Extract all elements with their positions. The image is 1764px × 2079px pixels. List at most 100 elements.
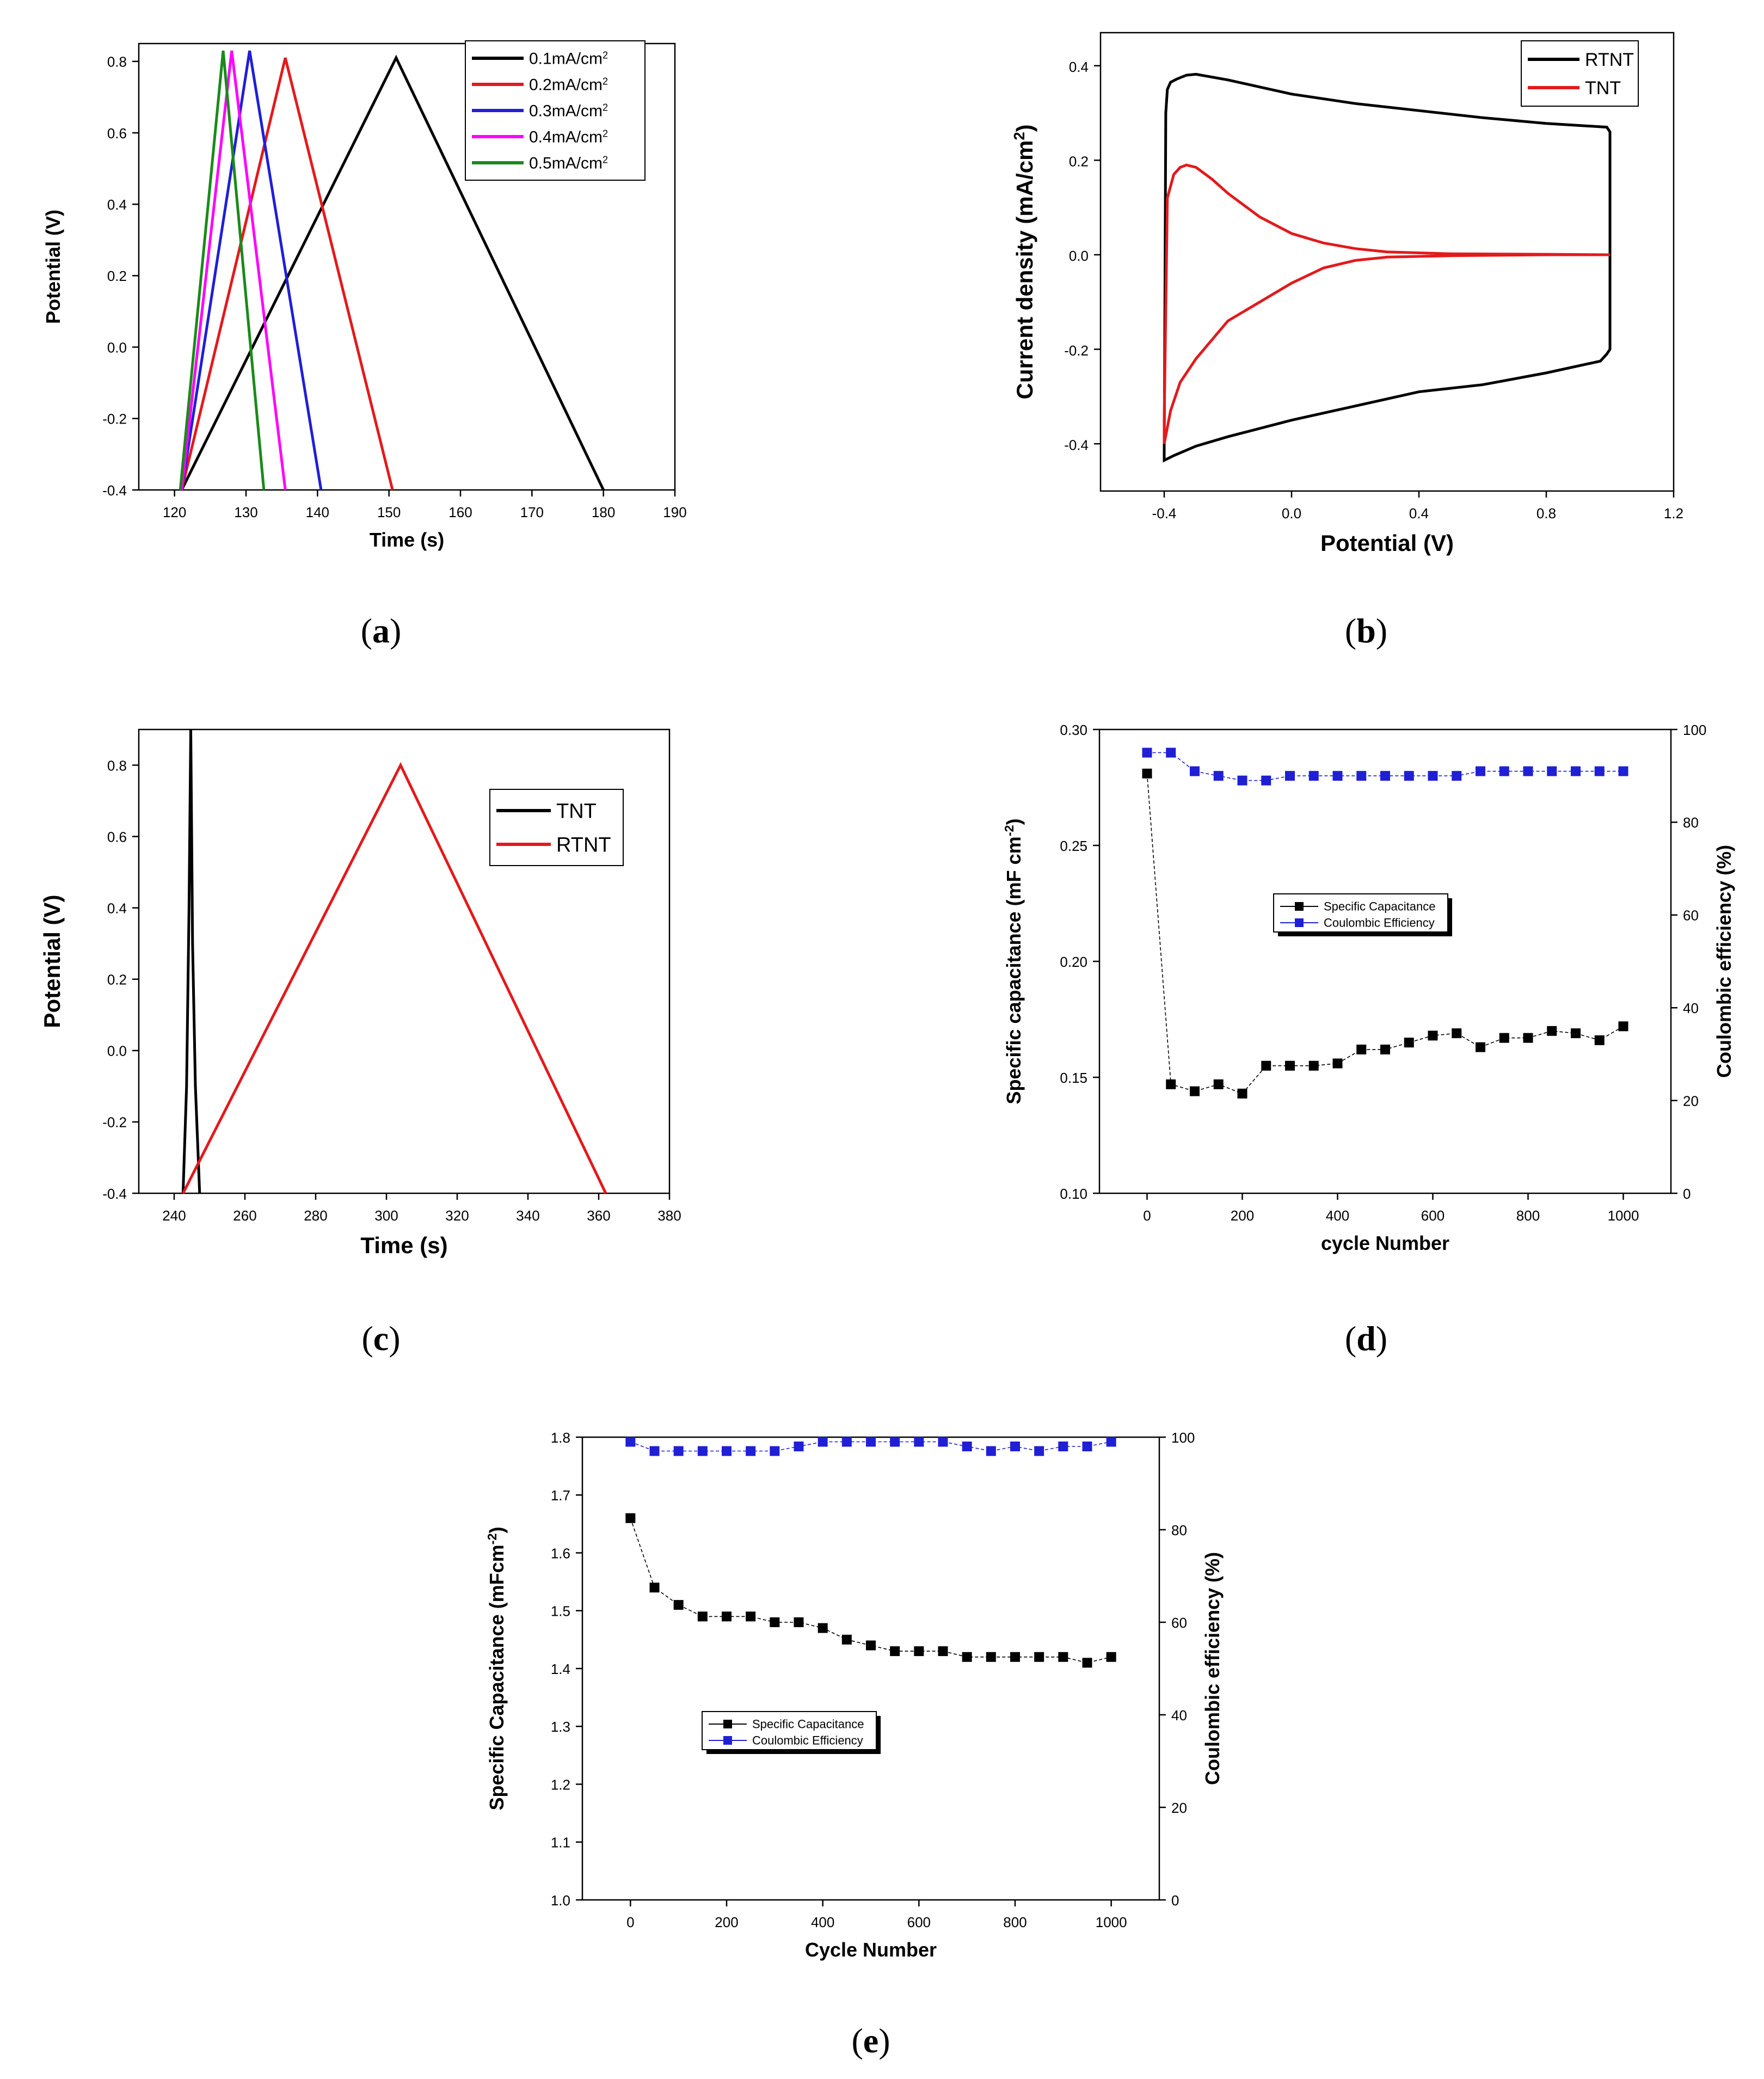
y-axis-title: Potential (V) [39, 894, 65, 1028]
data-point-marker [722, 1611, 732, 1622]
data-point-marker [1082, 1658, 1092, 1668]
plot-frame [1098, 728, 1672, 1194]
data-point-marker [746, 1611, 756, 1622]
y-axis-title-sup: 2 [1011, 132, 1028, 140]
legend-label-text: 0.1mA/cm [529, 50, 603, 68]
legend-label: RTNT [1585, 50, 1634, 70]
x-axis-title: Cycle Number [805, 1939, 937, 1961]
data-point-marker [1618, 766, 1628, 776]
x-tick-label: 180 [592, 504, 615, 520]
x-tick-label: 1000 [1096, 1914, 1127, 1930]
y-axis-title-main: Specific Capacitance (mFcm [485, 1544, 508, 1810]
legend-box [489, 789, 624, 866]
y2-axis-title: Coulombic efficiency (%) [1201, 1552, 1224, 1785]
y-tick-label: 1.6 [551, 1545, 570, 1561]
series-line [1163, 163, 1611, 444]
data-point-marker [1237, 1088, 1247, 1099]
data-point-marker [1106, 1437, 1116, 1447]
caption-paren-close: ) [389, 1319, 400, 1358]
legend-label-text: Coulombic Efficiency [1324, 916, 1435, 930]
x-tick-label: 260 [233, 1207, 256, 1224]
x-axis-title: Potential (V) [1320, 530, 1454, 556]
legend-label-text: 0.3mA/cm [529, 102, 603, 120]
data-point-marker [722, 1446, 732, 1456]
x-tick-label: 120 [163, 504, 186, 520]
panel-caption: (e) [851, 2021, 890, 2060]
legend-label-sup: 2 [603, 128, 608, 139]
legend-label-text: Specific Capacitance [1324, 900, 1435, 913]
y-tick-label: 1.5 [551, 1603, 570, 1620]
data-point-marker [914, 1646, 924, 1657]
legend-label-text: 0.5mA/cm [529, 155, 603, 173]
y-axis-title: Potential (V) [42, 210, 64, 324]
caption-letter: d [1356, 1319, 1376, 1358]
x-tick-label: 1.2 [1664, 505, 1683, 522]
data-point-marker [625, 1437, 636, 1447]
x-tick-label: -0.4 [1152, 505, 1177, 522]
y-axis-title-end: ) [485, 1527, 508, 1534]
legend-label: Specific Capacitance [752, 1718, 864, 1731]
data-point-marker [1547, 1026, 1557, 1036]
panel-caption: (a) [361, 611, 402, 650]
y-tick-label: 0.0 [107, 339, 127, 355]
data-point-marker [1034, 1446, 1044, 1456]
x-tick-label: 200 [1231, 1207, 1254, 1224]
y-tick-label: 0.6 [107, 125, 127, 142]
y-axis-title-main: Current density (mA/cm [1012, 140, 1037, 400]
y2-tick-label: 100 [1171, 1430, 1195, 1446]
data-point-marker [1058, 1442, 1068, 1451]
data-point-marker [770, 1446, 780, 1456]
y-axis-title-sup: -2 [485, 1534, 499, 1545]
y-tick-label: 0.25 [1060, 838, 1087, 854]
y-tick-label: 0.2 [107, 972, 127, 988]
y-tick-label: -0.2 [102, 411, 127, 427]
legend-label: 0.3mA/cm2 [529, 102, 608, 120]
caption-paren-close: ) [1376, 1319, 1387, 1358]
y-tick-label: 0.6 [107, 829, 127, 845]
caption-letter: c [373, 1319, 389, 1358]
data-point-marker [962, 1652, 972, 1662]
data-point-marker [1452, 1028, 1462, 1039]
x-tick-label: 0.4 [1409, 505, 1429, 522]
data-point-marker [794, 1442, 804, 1451]
data-point-marker [1428, 771, 1438, 781]
y-tick-label: 0.0 [1069, 248, 1089, 264]
series-line-capacitance [630, 1518, 1111, 1664]
x-tick-label: 800 [1003, 1914, 1027, 1930]
y2-tick-label: 60 [1683, 907, 1699, 924]
y-tick-label: 1.0 [551, 1892, 570, 1909]
y2-tick-label: 20 [1683, 1093, 1699, 1109]
legend-box [1521, 40, 1639, 107]
x-tick-label: 400 [811, 1914, 834, 1930]
data-point-marker [1285, 1060, 1295, 1071]
caption-paren-open: ( [851, 2021, 863, 2060]
data-point-marker [697, 1611, 708, 1622]
data-point-marker [1356, 1044, 1367, 1054]
caption-paren-close: ) [878, 2021, 890, 2060]
data-point-marker [1261, 1060, 1271, 1071]
y-axis-title-main: Specific capacitance (mF cm [1003, 836, 1025, 1104]
panel-caption: (d) [1345, 1319, 1387, 1358]
caption-paren-close: ) [390, 611, 401, 650]
caption-paren-close: ) [1376, 611, 1387, 650]
data-point-marker [649, 1446, 660, 1456]
y-tick-label: 0.30 [1060, 722, 1087, 738]
chart-c: 240 260 280 300 320 340 360 380 -0.4 -0.2 0.0 0.2 0.… [39, 728, 681, 1358]
plot-frame [581, 1436, 1160, 1901]
series-line [180, 54, 605, 491]
caption-letter: a [372, 611, 390, 650]
y2-tick-label: 20 [1171, 1800, 1187, 1816]
y-axis-title: Specific Capacitance (mFcm-2) [485, 1527, 508, 1811]
data-point-marker [770, 1617, 780, 1627]
x-tick-label: 0.8 [1536, 505, 1556, 522]
y-tick-label: 0.10 [1060, 1186, 1087, 1202]
plot-frame [138, 42, 676, 491]
data-point-marker [1452, 771, 1462, 781]
x-tick-label: 0.0 [1282, 505, 1301, 522]
data-point-marker [841, 1634, 852, 1645]
data-point-marker [1356, 771, 1367, 781]
legend-label-sup: 2 [603, 76, 608, 87]
legend-label-text: Specific Capacitance [752, 1718, 864, 1731]
x-tick-label: 300 [374, 1207, 398, 1224]
